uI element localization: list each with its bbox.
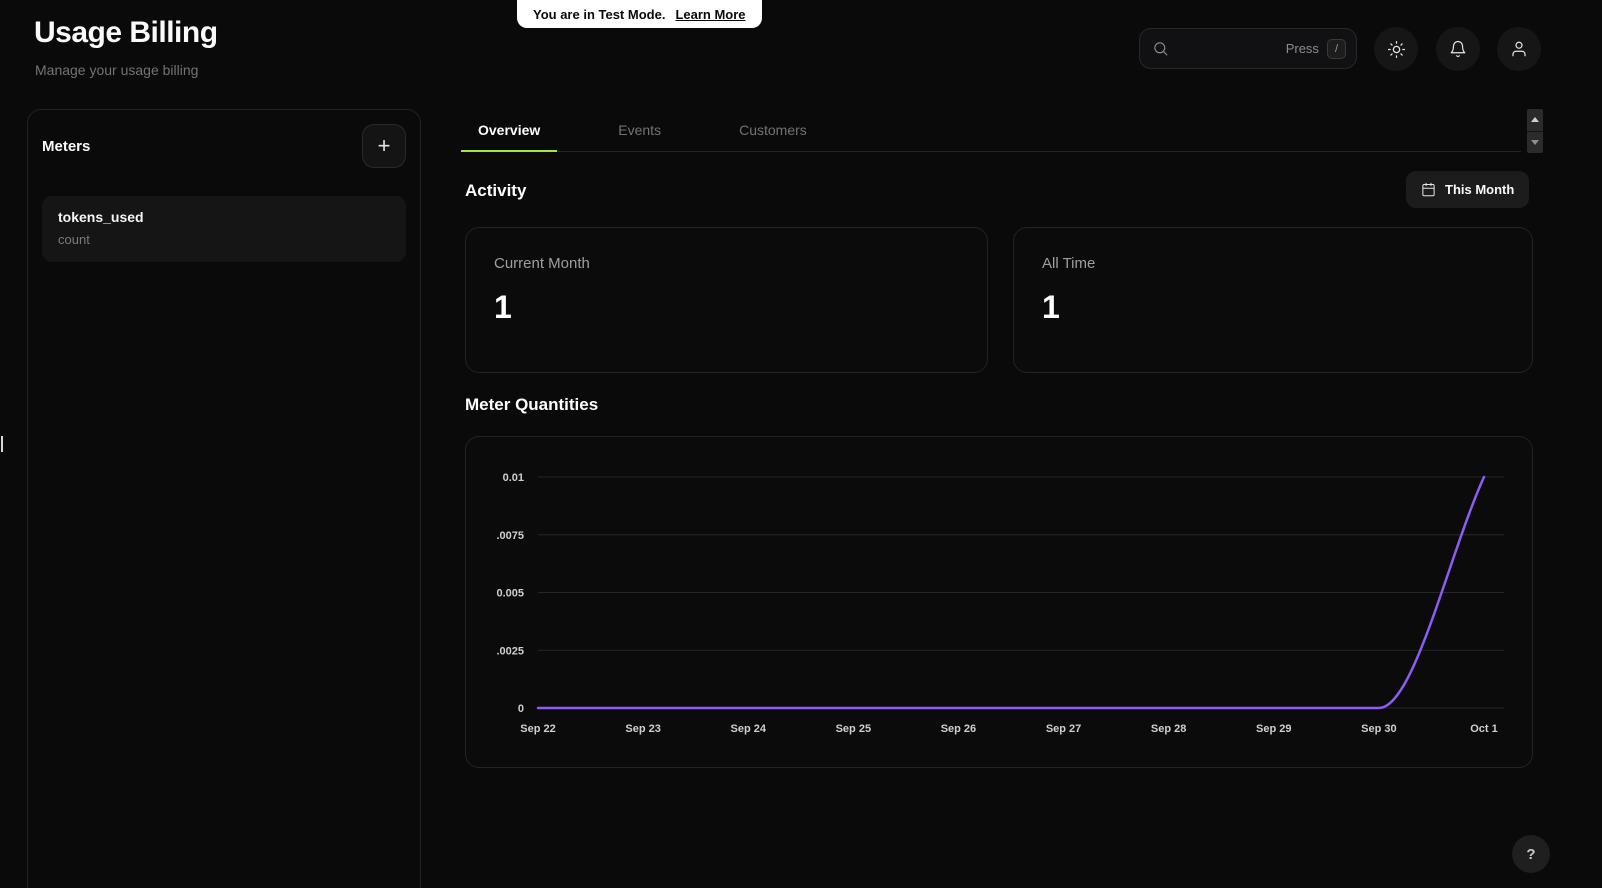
text-cursor-artifact	[1, 436, 3, 452]
meter-aggregation: count	[58, 232, 90, 247]
main-tabs: Overview Events Customers	[461, 109, 1521, 152]
tab-label: Events	[618, 122, 662, 138]
search-shortcut-hint: Press	[1285, 41, 1319, 56]
svg-text:0.01: 0.01	[503, 472, 524, 484]
theme-toggle-button[interactable]	[1374, 27, 1418, 71]
test-mode-banner: You are in Test Mode. Learn More	[517, 0, 762, 28]
stat-label: All Time	[1042, 255, 1096, 272]
test-mode-text: You are in Test Mode.	[533, 6, 666, 22]
meters-panel: Meters + tokens_used count	[27, 109, 421, 888]
question-mark-icon: ?	[1526, 845, 1536, 863]
date-range-label: This Month	[1445, 182, 1515, 197]
notifications-button[interactable]	[1436, 27, 1480, 71]
triangle-up-icon	[1531, 117, 1539, 123]
svg-text:Sep 27: Sep 27	[1046, 723, 1081, 735]
svg-text:0: 0	[518, 703, 524, 715]
tab-customers[interactable]: Customers	[722, 109, 824, 151]
meters-panel-header: Meters +	[28, 110, 420, 182]
search-input[interactable]: Press /	[1139, 28, 1357, 69]
stat-label: Current Month	[494, 255, 590, 272]
stat-value: 1	[494, 289, 512, 325]
svg-text:Sep 30: Sep 30	[1361, 723, 1396, 735]
plus-icon: +	[377, 133, 391, 158]
meter-quantities-heading: Meter Quantities	[465, 395, 599, 414]
person-icon	[1510, 40, 1528, 58]
scroll-up-button[interactable]	[1527, 109, 1543, 131]
page-subtitle: Manage your usage billing	[35, 62, 199, 78]
triangle-down-icon	[1531, 139, 1539, 145]
meter-list-item[interactable]: tokens_used count	[42, 196, 406, 262]
activity-heading: Activity	[465, 181, 527, 200]
stat-card-all-time: All Time 1	[1013, 227, 1533, 373]
svg-text:Sep 26: Sep 26	[941, 723, 976, 735]
learn-more-link[interactable]: Learn More	[675, 6, 746, 22]
tab-label: Overview	[478, 122, 541, 138]
svg-text:.0075: .0075	[496, 530, 524, 542]
page-title: Usage Billing	[34, 16, 218, 49]
add-meter-button[interactable]: +	[362, 124, 406, 168]
search-icon	[1152, 40, 1169, 57]
meters-heading: Meters	[42, 137, 91, 155]
line-chart-canvas: 0.01 .0075 0.005 .0025 0 Sep 22 Sep 23 Sep 24 Se…	[496, 472, 1504, 735]
meter-quantities-chart: 0.01 .0075 0.005 .0025 0 Sep 22 Sep 23 Sep 24 Se…	[465, 436, 1533, 768]
stat-value: 1	[1042, 289, 1060, 325]
svg-text:Oct 1: Oct 1	[1470, 723, 1498, 735]
bell-icon	[1449, 40, 1467, 58]
svg-text:Sep 29: Sep 29	[1256, 723, 1291, 735]
tab-label: Customers	[739, 122, 807, 138]
help-button[interactable]: ?	[1512, 835, 1550, 873]
svg-text:.0025: .0025	[496, 645, 524, 657]
tab-events[interactable]: Events	[601, 109, 678, 151]
tab-overview[interactable]: Overview	[461, 109, 558, 152]
svg-text:Sep 22: Sep 22	[520, 723, 555, 735]
svg-text:Sep 23: Sep 23	[625, 723, 660, 735]
meter-name: tokens_used	[58, 209, 144, 225]
date-range-button[interactable]: This Month	[1406, 171, 1530, 208]
sun-icon	[1387, 40, 1406, 59]
calendar-icon	[1421, 182, 1436, 197]
svg-text:Sep 24: Sep 24	[730, 723, 766, 735]
slash-key-badge: /	[1326, 38, 1346, 59]
scrollbar[interactable]	[1527, 109, 1543, 153]
svg-text:Sep 25: Sep 25	[836, 723, 871, 735]
scroll-down-button[interactable]	[1527, 131, 1543, 153]
account-button[interactable]	[1497, 27, 1541, 71]
svg-text:0.005: 0.005	[496, 588, 524, 600]
svg-text:Sep 28: Sep 28	[1151, 723, 1186, 735]
stat-card-current-month: Current Month 1	[465, 227, 988, 373]
